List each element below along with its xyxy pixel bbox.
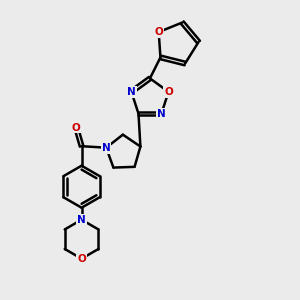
Text: N: N <box>157 109 166 119</box>
Text: O: O <box>77 254 86 264</box>
Text: N: N <box>127 87 136 97</box>
Text: N: N <box>77 215 86 225</box>
Text: O: O <box>154 27 163 37</box>
Text: N: N <box>102 143 111 153</box>
Text: O: O <box>72 123 81 133</box>
Text: O: O <box>164 87 173 97</box>
